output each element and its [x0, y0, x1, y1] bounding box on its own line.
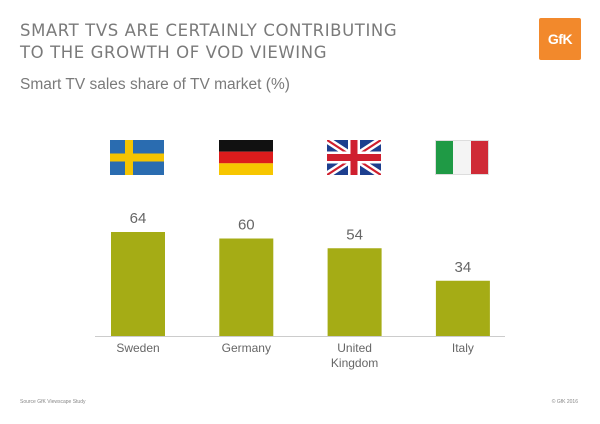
value-label-united-kingdom: 54 [346, 226, 363, 243]
bar-italy [435, 280, 490, 336]
title-line-1: SMART TVS ARE CERTAINLY CONTRIBUTING [20, 21, 398, 40]
united-kingdom-flag-icon [327, 140, 381, 175]
chart-subtitle: Smart TV sales share of TV market (%) [20, 76, 290, 93]
germany-flag-icon [219, 140, 273, 175]
gfk-logo-text: GfK [547, 31, 573, 47]
category-label-sweden: Sweden [116, 341, 159, 355]
copyright-note: © GfK 2016 [551, 399, 578, 405]
gfk-logo: GfK [539, 18, 581, 60]
bar-sweden [111, 232, 165, 336]
source-note: Source GfK Viewscape Study [20, 399, 86, 405]
category-label-germany: Germany [222, 341, 271, 355]
category-label-italy: Italy [452, 341, 474, 355]
value-label-italy: 34 [455, 259, 472, 276]
category-label-united-kingdom: United Kingdom [331, 341, 378, 370]
sweden-flag-icon [110, 140, 164, 175]
value-label-sweden: 64 [130, 210, 147, 227]
bar-united-kingdom [327, 248, 382, 336]
chart-title: SMART TVS ARE CERTAINLY CONTRIBUTING TO … [20, 20, 460, 64]
bar-germany [219, 238, 274, 336]
value-label-germany: 60 [238, 217, 255, 234]
title-line-2: TO THE GROWTH OF VOD VIEWING [20, 43, 328, 62]
italy-flag-icon [435, 140, 489, 175]
